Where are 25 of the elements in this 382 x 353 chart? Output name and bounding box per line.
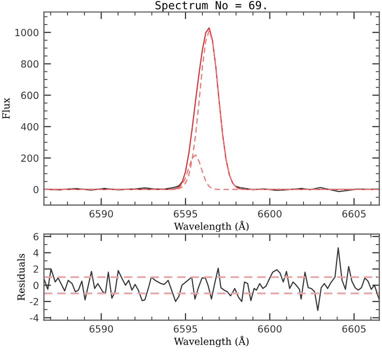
y-axis-title: Residuals [17, 254, 25, 300]
x-tick-label: 6590 [90, 210, 113, 218]
y-axis-title: Flux [2, 98, 10, 119]
y-tick-label: 4 [33, 249, 39, 256]
y-tick-label: -2 [30, 298, 38, 306]
x-axis-title: Wavelength (Å) [174, 220, 249, 232]
x-tick-label: 6605 [342, 325, 366, 333]
y-tick-label: 600 [21, 92, 38, 100]
x-tick-label: 6595 [174, 325, 198, 333]
y-tick-label: 800 [21, 60, 38, 68]
x-tick-label: 6595 [174, 210, 198, 218]
y-tick-label: 6 [34, 232, 38, 240]
x-axis-title: Wavelength (Å) [174, 336, 249, 348]
chart-title: Spectrum No = 69. [156, 0, 266, 12]
y-tick-label: 1000 [15, 28, 38, 36]
y-tick-label: 0 [34, 186, 38, 194]
y-tick-label: -4 [30, 314, 39, 322]
y-tick-label: 400 [20, 123, 38, 130]
y-tick-label: 0 [34, 282, 38, 290]
x-tick-label: 6600 [258, 325, 282, 333]
x-tick-label: 6600 [258, 210, 282, 218]
x-tick-label: 6590 [90, 325, 113, 333]
y-tick-label: 2 [34, 265, 38, 273]
x-tick-label: 6605 [342, 210, 366, 218]
y-tick-label: 200 [21, 154, 38, 162]
